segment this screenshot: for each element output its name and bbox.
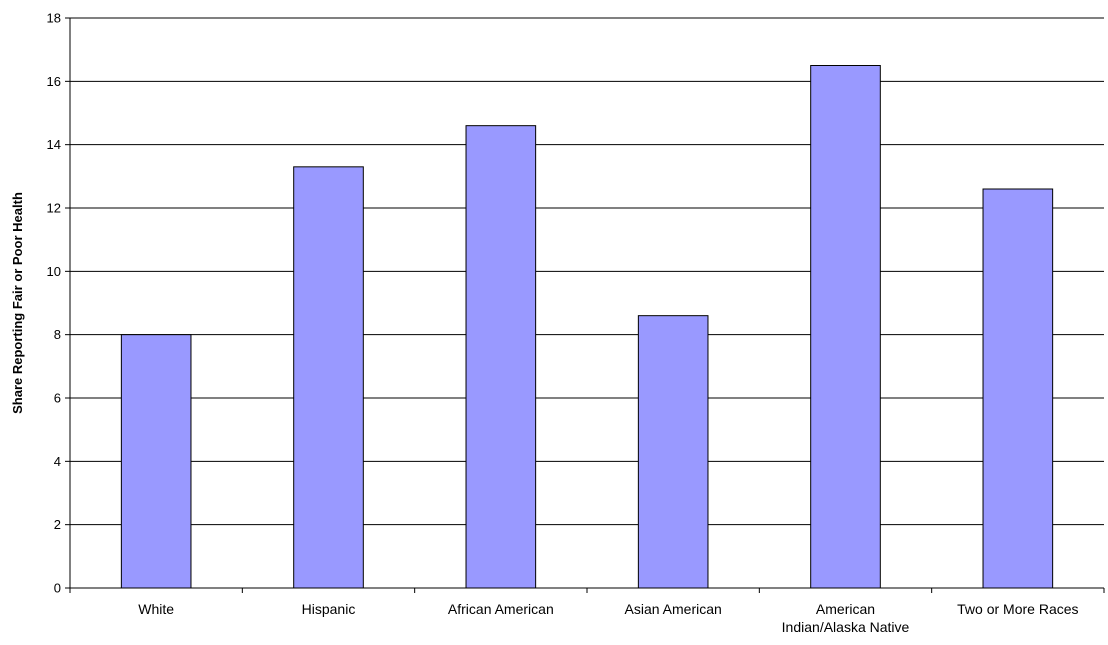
y-tick-label: 6 bbox=[54, 391, 61, 406]
x-tick-label: African American bbox=[448, 601, 554, 617]
x-tick-label: Hispanic bbox=[302, 601, 356, 617]
y-tick-label: 18 bbox=[47, 11, 61, 26]
y-tick-label: 8 bbox=[54, 327, 61, 342]
y-tick-label: 0 bbox=[54, 581, 61, 596]
x-tick-label: White bbox=[138, 601, 174, 617]
x-tick-label-line: Hispanic bbox=[302, 601, 356, 617]
bar bbox=[982, 188, 1054, 589]
x-tick-label-line: Two or More Races bbox=[957, 601, 1078, 617]
x-tick-label-line: Asian American bbox=[625, 601, 722, 617]
axes bbox=[65, 17, 1105, 593]
bar bbox=[465, 125, 537, 589]
x-tick-label: Asian American bbox=[625, 601, 722, 617]
y-tick-label: 2 bbox=[54, 517, 61, 532]
y-tick-labels: 0 2 4 6 8 10 12 14 16 18 bbox=[47, 11, 61, 596]
bars bbox=[120, 65, 1054, 589]
x-tick-label: American Indian/Alaska Native bbox=[782, 601, 910, 635]
x-tick-label: Two or More Races bbox=[957, 601, 1078, 617]
y-tick-label: 10 bbox=[47, 264, 61, 279]
y-axis-label: Share Reporting Fair or Poor Health bbox=[10, 192, 25, 414]
x-tick-label-line: Indian/Alaska Native bbox=[782, 619, 910, 635]
y-tick-label: 14 bbox=[47, 137, 61, 152]
bar bbox=[120, 334, 192, 589]
bar bbox=[810, 65, 881, 589]
y-tick-label: 4 bbox=[54, 454, 61, 469]
gridlines bbox=[70, 17, 1104, 526]
x-tick-label-line: American bbox=[816, 601, 875, 617]
y-tick-label: 16 bbox=[47, 74, 61, 89]
x-tick-labels: White Hispanic African American Asian Ameri… bbox=[138, 601, 1078, 635]
bar bbox=[637, 315, 709, 589]
bar bbox=[293, 166, 364, 589]
x-tick-label-line: White bbox=[138, 601, 174, 617]
x-tick-label-line: African American bbox=[448, 601, 554, 617]
y-tick-label: 12 bbox=[47, 201, 61, 216]
